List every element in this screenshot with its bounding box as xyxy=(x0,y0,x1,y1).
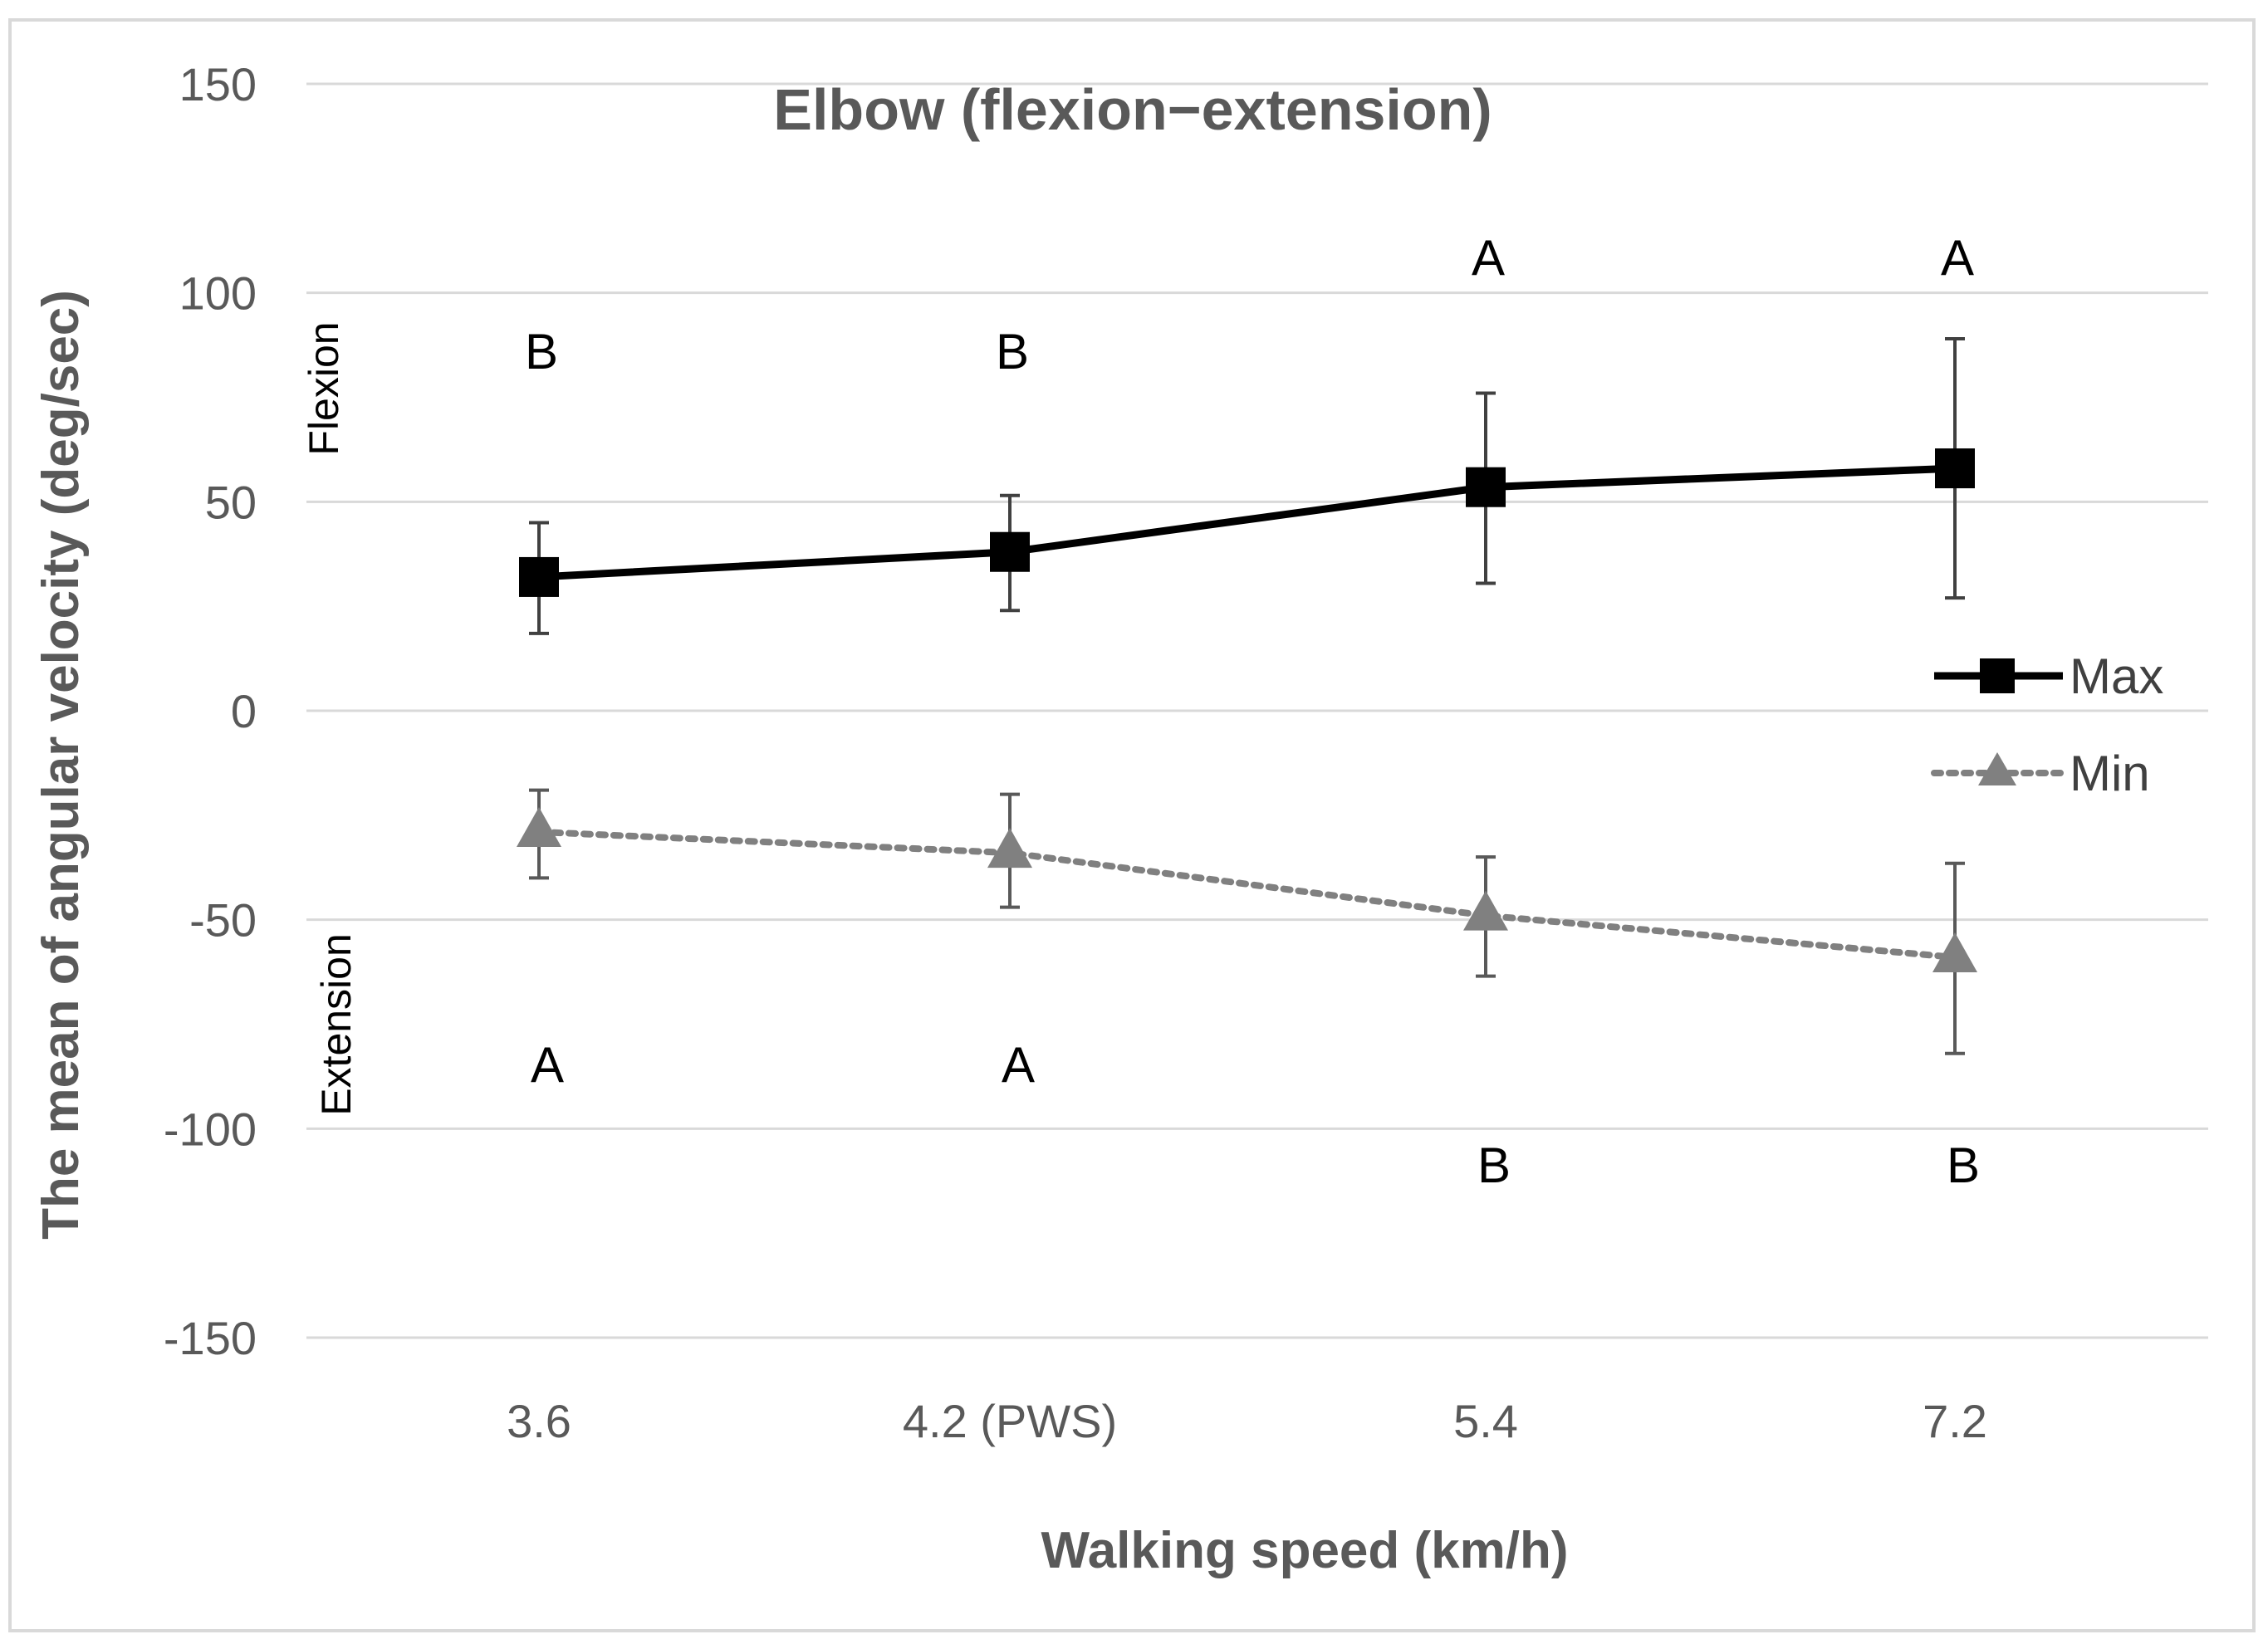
significance-letter: A xyxy=(1002,1037,1035,1093)
significance-letter: B xyxy=(1477,1138,1511,1193)
y-tick-label: 150 xyxy=(179,58,257,110)
flexion-label: Flexion xyxy=(301,321,347,455)
data-point xyxy=(1463,890,1508,931)
significance-letter: B xyxy=(525,324,558,379)
x-tick-label: 5.4 xyxy=(1453,1395,1518,1447)
x-tick-label: 7.2 xyxy=(1923,1395,1987,1447)
legend-item-max: Max xyxy=(1934,648,2163,704)
y-tick-label: 0 xyxy=(231,685,257,737)
chart-title: Elbow (flexion−extension) xyxy=(773,77,1492,142)
data-point xyxy=(519,556,559,597)
data-point xyxy=(1932,932,1977,972)
x-tick-label: 4.2 (PWS) xyxy=(903,1395,1117,1447)
series-max: B B A A xyxy=(519,230,1975,635)
legend-label: Min xyxy=(2070,746,2150,801)
y-tick-label: -150 xyxy=(164,1312,257,1364)
significance-letter: A xyxy=(531,1037,564,1093)
significance-letter: B xyxy=(1947,1138,1980,1193)
legend-marker xyxy=(1978,752,2016,785)
chart: 150 100 50 0 -50 -100 -150 3.6 4.2 (PWS) 5.4 7.2 E… xyxy=(32,58,2208,1579)
legend-item-min: Min xyxy=(1931,746,2150,801)
legend: Max Min xyxy=(1931,648,2163,801)
series-min: A A B B xyxy=(517,788,1980,1193)
x-axis-title: Walking speed (km/h) xyxy=(1041,1522,1568,1579)
significance-letter: B xyxy=(996,324,1029,379)
significance-letter: A xyxy=(1941,230,1974,286)
legend-marker xyxy=(1980,658,2015,693)
series-line xyxy=(538,464,1956,581)
data-point xyxy=(517,806,561,847)
data-point xyxy=(1466,467,1506,507)
data-point xyxy=(987,828,1032,869)
chart-frame: 150 100 50 0 -50 -100 -150 3.6 4.2 (PWS) 5.4 7.2 E… xyxy=(8,18,2256,1632)
series-line xyxy=(536,828,1958,961)
y-axis-title: The mean of angular velocity (deg/sec) xyxy=(32,290,90,1240)
significance-letter: A xyxy=(1472,230,1505,286)
y-tick-label: -100 xyxy=(164,1103,257,1155)
extension-label: Extension xyxy=(313,933,360,1116)
data-point xyxy=(1935,448,1975,489)
x-tick-label: 3.6 xyxy=(507,1395,571,1447)
data-point xyxy=(990,531,1030,572)
y-tick-label: 50 xyxy=(205,476,257,528)
y-tick-label: -50 xyxy=(189,894,257,947)
legend-label: Max xyxy=(2070,648,2163,704)
y-tick-label: 100 xyxy=(179,267,257,320)
